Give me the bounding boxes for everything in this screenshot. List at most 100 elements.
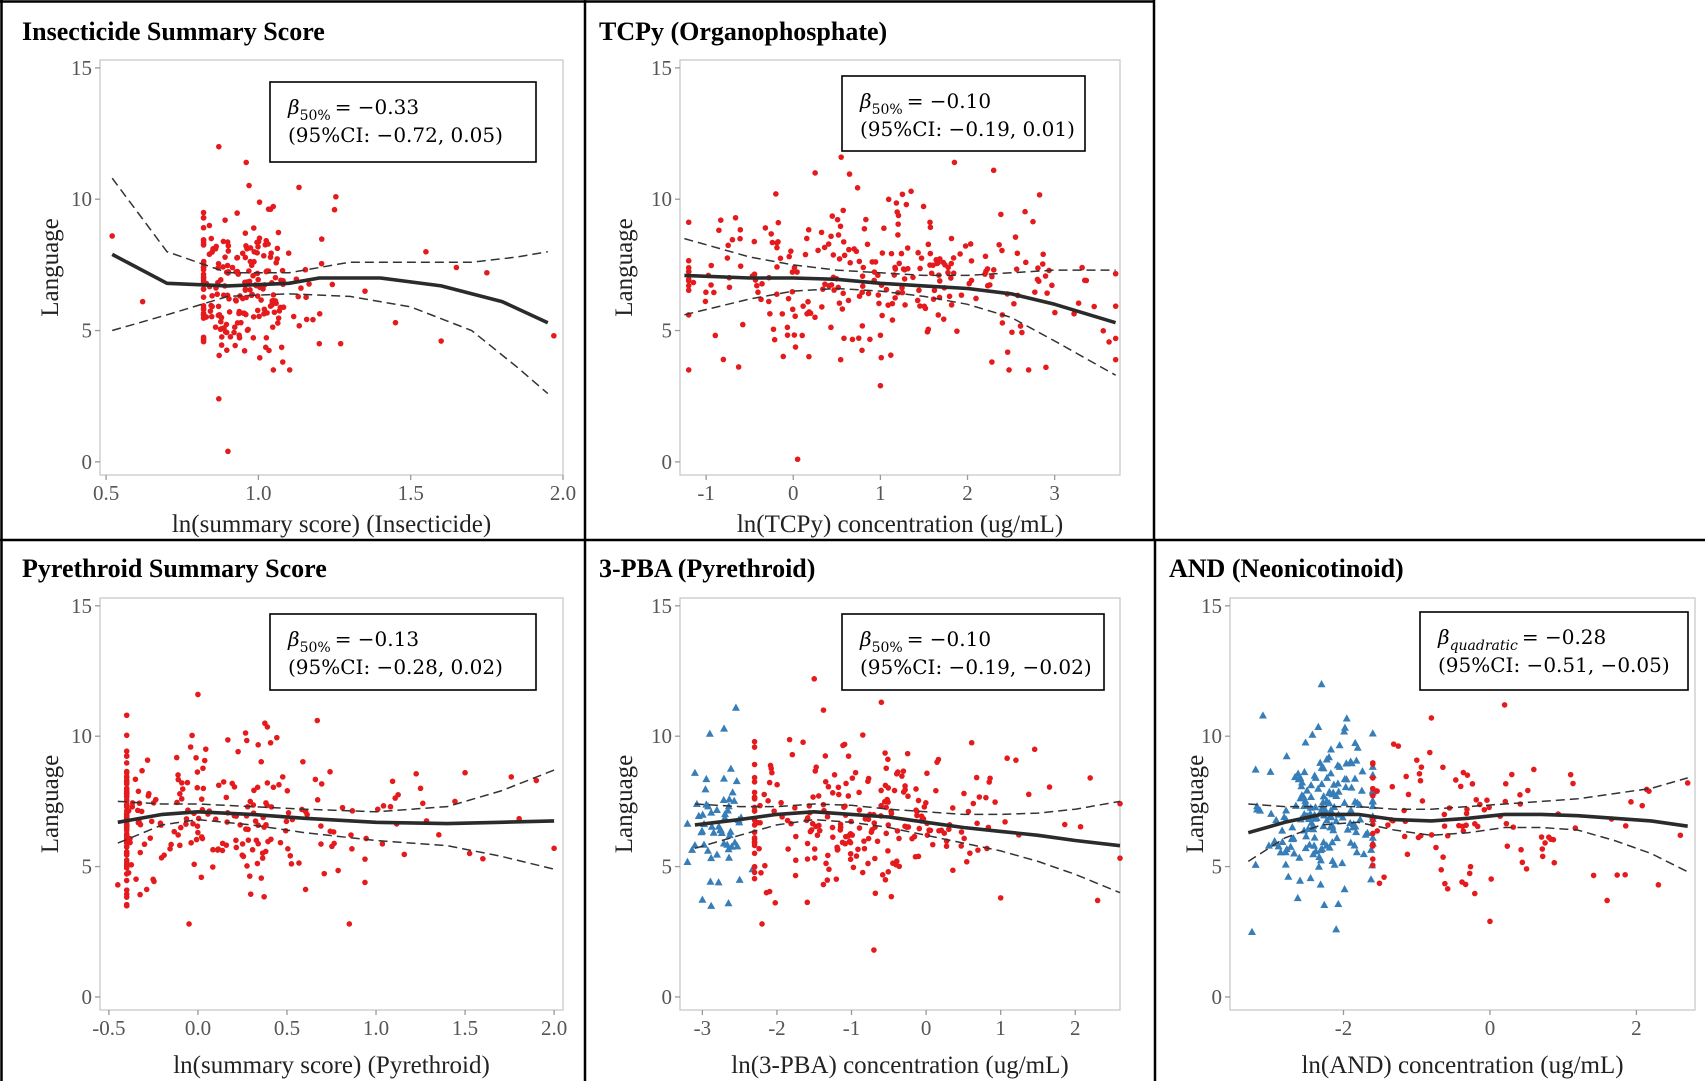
data-point [837, 223, 844, 230]
data-point [246, 873, 253, 879]
data-point [1452, 777, 1459, 783]
data-point [785, 846, 791, 852]
data-point [685, 367, 692, 373]
data-point [200, 336, 207, 343]
data-point [725, 242, 731, 249]
data-point [1457, 783, 1464, 790]
data-point-triangle [683, 857, 692, 865]
data-point-triangle [1286, 842, 1295, 850]
data-point [244, 327, 251, 334]
data-point [999, 320, 1006, 326]
data-point [262, 344, 269, 351]
data-point [314, 797, 321, 803]
data-point [774, 244, 780, 251]
data-point [276, 781, 282, 788]
data-point [839, 306, 846, 312]
data-point [884, 796, 890, 803]
data-point [247, 891, 254, 897]
data-point [793, 833, 799, 840]
data-point-triangle [1280, 812, 1289, 821]
data-point [1438, 866, 1445, 873]
data-point-triangle [705, 729, 714, 737]
data-point-triangle [1328, 838, 1337, 846]
data-point [916, 825, 923, 832]
data-point-triangle [1322, 755, 1331, 763]
data-point [751, 875, 758, 882]
data-point [711, 289, 717, 296]
data-point [218, 334, 225, 340]
data-point [209, 293, 215, 299]
y-axis-label: Language [37, 218, 64, 317]
data-point [881, 225, 887, 232]
data-point [779, 311, 786, 317]
data-point [200, 302, 207, 309]
annotation-beta: β50% = −0.10 [859, 89, 991, 118]
data-point [703, 289, 709, 296]
data-point [349, 846, 355, 852]
data-point [833, 876, 840, 882]
data-point [1035, 265, 1041, 271]
data-point-triangle [1325, 798, 1334, 807]
data-point-triangle [1304, 824, 1313, 832]
data-point [302, 266, 309, 273]
data-point-triangle [1320, 900, 1329, 908]
data-point [1009, 329, 1015, 336]
data-point-triangle [1357, 786, 1366, 794]
data-point [179, 786, 186, 792]
x-axis-label: ln(3-PBA) concentration (ug/mL) [731, 1052, 1068, 1079]
data-point [830, 252, 837, 258]
ci-lower-line [117, 818, 555, 870]
data-point-triangle [727, 842, 736, 850]
data-point [220, 779, 227, 785]
data-point [1369, 817, 1376, 823]
ci-lower-line [111, 293, 549, 395]
data-point [716, 227, 722, 234]
data-point [123, 793, 130, 800]
data-point [1011, 300, 1017, 307]
data-point [895, 232, 901, 238]
data-point [215, 396, 222, 402]
data-point [828, 282, 835, 288]
data-point [864, 241, 871, 248]
data-point [806, 353, 812, 360]
data-point [1471, 890, 1478, 897]
data-point [278, 344, 285, 351]
data-point [242, 286, 249, 292]
data-point-triangle [1347, 783, 1356, 791]
data-point [193, 754, 199, 761]
data-point [233, 844, 240, 851]
data-point [362, 879, 368, 886]
y-tick-label: 0 [82, 985, 93, 1009]
data-point [303, 294, 309, 301]
data-point-triangle [1319, 805, 1328, 813]
data-point [256, 313, 262, 320]
data-point [1405, 791, 1412, 798]
data-point [1036, 192, 1043, 198]
data-point [878, 699, 885, 706]
data-point [123, 844, 130, 850]
data-point [945, 269, 951, 276]
data-point [970, 800, 977, 807]
data-point-triangle [707, 822, 716, 830]
y-tick-label: 10 [71, 187, 92, 211]
data-point [803, 235, 810, 242]
data-point [903, 201, 910, 208]
data-point [825, 783, 832, 790]
data-point [876, 300, 882, 307]
data-point [1639, 802, 1646, 809]
data-point [802, 251, 809, 258]
data-point [895, 212, 902, 219]
data-point [729, 236, 736, 243]
x-tick-label: 0.5 [93, 481, 119, 505]
data-point-triangle [720, 813, 729, 821]
data-point [269, 324, 276, 330]
data-point [255, 243, 261, 250]
data-point-triangle [719, 795, 728, 804]
ci-upper-line [1248, 777, 1688, 810]
data-point [1117, 855, 1123, 861]
data-point [998, 211, 1004, 218]
data-point [794, 456, 801, 463]
data-point [263, 335, 270, 341]
data-point [251, 787, 257, 794]
data-point [838, 154, 844, 160]
